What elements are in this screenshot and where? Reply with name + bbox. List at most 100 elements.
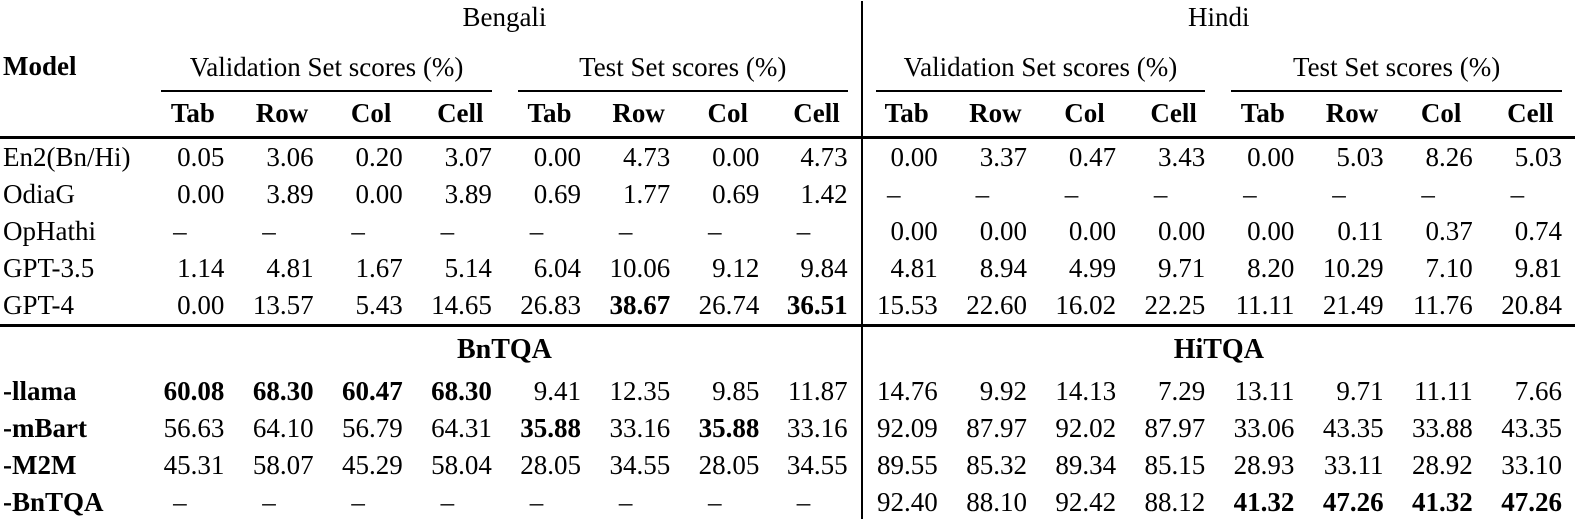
score-cell: 41.32 bbox=[1218, 484, 1308, 519]
score-cell: 3.07 bbox=[444, 141, 492, 172]
score-cell: – bbox=[772, 484, 862, 519]
score-cell: 22.25 bbox=[1144, 289, 1206, 320]
metric-header-row: Row bbox=[1307, 92, 1397, 139]
score-cell: 64.10 bbox=[252, 412, 314, 443]
score-cell: 9.71 bbox=[1158, 252, 1206, 283]
score-cell: 13.11 bbox=[1234, 375, 1295, 406]
score-cell: 92.40 bbox=[860, 484, 951, 519]
metric-header-row: Row bbox=[594, 92, 684, 139]
score-cell: 88.12 bbox=[1129, 484, 1219, 519]
score-cell: 14.76 bbox=[860, 373, 951, 410]
score-cell: 11.87 bbox=[787, 375, 848, 406]
score-cell: 33.06 bbox=[1233, 412, 1295, 443]
corner-spacer bbox=[0, 1, 148, 35]
score-cell: 9.81 bbox=[1514, 252, 1562, 283]
score-cell: 1.77 bbox=[622, 178, 671, 209]
model-name: OpHathi bbox=[3, 215, 96, 246]
score-cell: 0.00 bbox=[860, 137, 951, 176]
model-name: GPT-3.5 bbox=[3, 252, 95, 283]
score-cell: 1.67 bbox=[355, 252, 403, 283]
metric-header-row: Row bbox=[237, 92, 327, 139]
score-cell: 11.11 bbox=[1235, 289, 1295, 320]
metric-header-spacer bbox=[0, 92, 149, 139]
metric-header-cell: Cell bbox=[415, 92, 505, 139]
score-cell: 38.67 bbox=[609, 289, 671, 320]
score-cell: 7.66 bbox=[1514, 375, 1562, 406]
score-cell: 26.83 bbox=[520, 289, 582, 320]
metric-header-cell: Cell bbox=[1485, 92, 1575, 139]
table-row: GPT-3.5 1.14 4.81 1.67 5.14 6.04 10.06 9.12 9.84… bbox=[0, 250, 1575, 287]
score-cell: 0.69 bbox=[533, 178, 582, 209]
set-header-row: Model Validation Set scores (%) Test Set… bbox=[0, 35, 1575, 92]
score-cell: 87.97 bbox=[966, 412, 1027, 443]
score-cell: 43.35 bbox=[1322, 412, 1384, 443]
model-name: -M2M bbox=[3, 449, 77, 480]
score-cell: 9.85 bbox=[712, 375, 760, 406]
score-cell: – bbox=[975, 178, 990, 209]
score-cell: 0.00 bbox=[1247, 141, 1295, 172]
score-cell: 9.12 bbox=[712, 252, 760, 283]
language-header-bengali: Bengali bbox=[462, 2, 547, 33]
score-cell: – bbox=[529, 215, 544, 246]
metric-header-tab: Tab bbox=[148, 92, 238, 139]
score-cell: 0.74 bbox=[1514, 215, 1562, 246]
metric-header-tab: Tab bbox=[1218, 92, 1308, 139]
score-cell: 85.32 bbox=[966, 449, 1027, 480]
table-row: -M2M 45.31 58.07 45.29 58.04 28.05 34.55 28.05 3… bbox=[0, 447, 1575, 484]
score-cell: 4.81 bbox=[860, 250, 951, 287]
metric-header-cell: Cell bbox=[1129, 92, 1219, 139]
bengali-validation-set-header: Validation Set scores (%) bbox=[161, 53, 492, 92]
score-cell: 10.29 bbox=[1322, 252, 1384, 283]
score-cell: 1.42 bbox=[800, 178, 848, 209]
score-cell: 35.88 bbox=[520, 412, 582, 443]
metric-header-row: Row bbox=[950, 92, 1040, 139]
hindi-test-set-header-cell: Test Set scores (%) bbox=[1218, 35, 1575, 92]
section-title-hindi: HiTQA bbox=[860, 324, 1575, 373]
score-cell: 0.00 bbox=[533, 141, 582, 172]
score-cell: – bbox=[237, 484, 327, 519]
score-cell: 3.89 bbox=[266, 178, 314, 209]
score-cell: 0.00 bbox=[712, 141, 760, 172]
score-cell: 33.10 bbox=[1501, 449, 1562, 480]
metric-header-col: Col bbox=[1039, 92, 1130, 139]
score-cell: 58.04 bbox=[431, 449, 492, 480]
score-cell: – bbox=[415, 484, 505, 519]
score-cell: 10.06 bbox=[609, 252, 671, 283]
score-cell: – bbox=[326, 484, 416, 519]
language-header-hindi: Hindi bbox=[860, 1, 1575, 35]
score-cell: 0.00 bbox=[177, 289, 225, 320]
score-cell: 0.69 bbox=[712, 178, 760, 209]
score-cell: 7.29 bbox=[1158, 375, 1206, 406]
score-cell: – bbox=[262, 215, 276, 246]
score-cell: 20.84 bbox=[1501, 289, 1562, 320]
metric-header-tab: Tab bbox=[860, 92, 951, 139]
score-cell: 5.43 bbox=[355, 289, 403, 320]
score-cell: 89.34 bbox=[1055, 449, 1117, 480]
score-cell: 34.55 bbox=[609, 449, 671, 480]
score-cell: 89.55 bbox=[860, 447, 951, 484]
score-cell: – bbox=[860, 176, 951, 213]
score-cell: 6.04 bbox=[533, 252, 582, 283]
hindi-test-set-header: Test Set scores (%) bbox=[1231, 53, 1562, 92]
score-cell: 0.00 bbox=[1247, 215, 1295, 246]
score-cell: 8.26 bbox=[1425, 141, 1473, 172]
score-cell: 16.02 bbox=[1055, 289, 1117, 320]
metric-header-tab: Tab bbox=[504, 92, 595, 139]
metric-header-col: Col bbox=[326, 92, 416, 139]
score-cell: 68.30 bbox=[252, 375, 314, 406]
score-cell: 4.73 bbox=[800, 141, 848, 172]
score-cell: 12.35 bbox=[609, 375, 671, 406]
score-cell: 0.11 bbox=[1337, 215, 1384, 246]
table-header: Bengali Hindi Model Validation Set score… bbox=[0, 1, 1575, 139]
score-cell: 88.10 bbox=[950, 484, 1040, 519]
score-cell: 45.31 bbox=[163, 449, 225, 480]
hindi-validation-set-header: Validation Set scores (%) bbox=[875, 53, 1206, 92]
score-cell: 3.06 bbox=[266, 141, 314, 172]
score-cell: 34.55 bbox=[786, 449, 848, 480]
score-cell: 64.31 bbox=[431, 412, 492, 443]
score-cell: 33.16 bbox=[609, 412, 671, 443]
score-cell: – bbox=[148, 484, 238, 519]
bengali-test-set-header-cell: Test Set scores (%) bbox=[505, 35, 862, 92]
language-header-row: Bengali Hindi bbox=[0, 1, 1575, 35]
